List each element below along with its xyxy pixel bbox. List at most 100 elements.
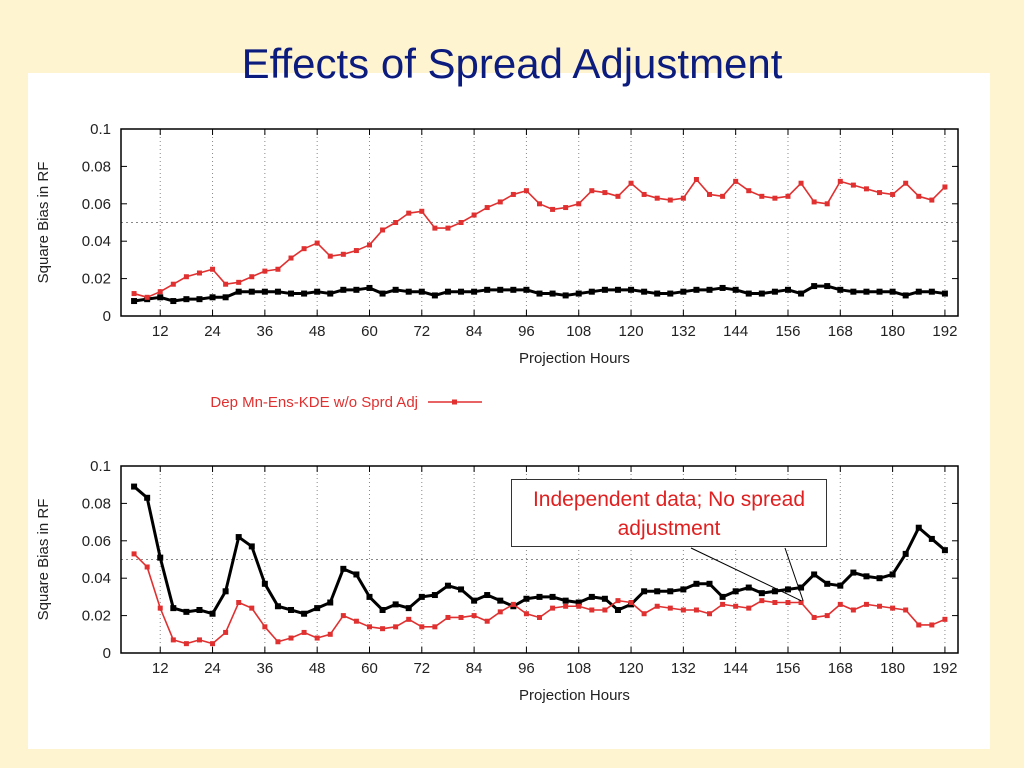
data-point: [445, 225, 451, 231]
data-point: [392, 286, 399, 293]
data-point: [484, 618, 490, 624]
data-point: [353, 248, 359, 254]
data-point: [732, 588, 739, 595]
x-tick-label: 36: [257, 323, 274, 340]
x-tick-label: 108: [566, 660, 591, 677]
data-point: [588, 288, 595, 295]
data-point: [850, 288, 857, 295]
annotation-pointer: [784, 547, 804, 601]
data-point: [458, 586, 465, 593]
data-point: [288, 635, 294, 641]
data-point: [837, 286, 844, 293]
x-tick-label: 12: [152, 323, 169, 340]
data-point: [366, 242, 372, 248]
data-point: [131, 551, 137, 557]
data-point: [274, 603, 281, 610]
data-point: [314, 635, 320, 641]
data-point: [720, 601, 726, 607]
y-tick-label: 0: [103, 645, 111, 662]
data-point: [863, 601, 869, 607]
x-tick-label: 96: [518, 323, 535, 340]
data-point: [550, 206, 556, 212]
x-tick-label: 84: [466, 323, 483, 340]
x-axis-title: Projection Hours: [519, 687, 630, 704]
y-axis-title: Square Bias in RF: [35, 162, 52, 284]
x-tick-label: 96: [518, 660, 535, 677]
data-point: [131, 298, 138, 305]
data-point: [288, 255, 294, 261]
x-tick-label: 72: [413, 660, 430, 677]
data-point: [471, 212, 477, 218]
x-tick-label: 108: [566, 323, 591, 340]
data-point: [601, 286, 608, 293]
data-point: [170, 281, 176, 287]
data-point: [235, 288, 242, 295]
data-point: [615, 193, 621, 199]
chart-panel: 12 24 36 48 60 72 84 96 108 120 132 144 156 168 180 192…: [28, 73, 990, 749]
x-tick-label: 192: [932, 660, 957, 677]
data-point: [837, 178, 843, 184]
data-point: [131, 291, 137, 297]
series-1: [131, 283, 948, 305]
x-tick-label: 156: [775, 323, 800, 340]
x-tick-label: 24: [204, 323, 221, 340]
data-point: [223, 281, 229, 287]
series-2: [131, 551, 948, 647]
data-point: [602, 607, 608, 613]
data-point: [837, 582, 844, 589]
annotation-pointer: [690, 547, 802, 602]
data-point: [628, 180, 634, 186]
data-point: [327, 631, 333, 637]
data-point: [183, 296, 190, 303]
plot-frame: [120, 465, 959, 654]
data-point: [458, 220, 464, 225]
data-point: [915, 288, 922, 295]
data-point: [497, 597, 504, 604]
data-point: [444, 288, 451, 295]
data-point: [144, 294, 150, 300]
data-point: [667, 588, 674, 595]
data-point: [274, 288, 281, 295]
data-point: [941, 547, 948, 554]
data-point: [157, 554, 164, 561]
y-tick-label: 0.08: [82, 495, 111, 512]
data-point: [784, 286, 791, 293]
data-point: [301, 629, 307, 635]
data-point: [144, 564, 150, 570]
y-tick-label: 0.06: [82, 196, 111, 213]
legend-label: Dep Mn-Ens-KDE w/o Sprd Adj: [210, 394, 418, 411]
annotation-box: Independent data; No spread adjustment: [511, 479, 827, 547]
data-point: [131, 483, 138, 490]
data-point: [536, 290, 543, 297]
x-tick-label: 48: [309, 660, 326, 677]
data-point: [393, 624, 399, 630]
data-point: [537, 201, 542, 207]
data-point: [680, 586, 687, 593]
x-tick-label: 72: [413, 323, 430, 340]
x-tick-label: 144: [723, 323, 748, 340]
data-point: [471, 613, 477, 619]
x-tick-label: 192: [932, 323, 957, 340]
data-point: [654, 603, 660, 609]
data-point: [641, 611, 647, 617]
y-tick-label: 0.02: [82, 271, 111, 288]
data-point: [693, 176, 699, 182]
data-point: [733, 178, 739, 184]
series-1: [131, 483, 948, 617]
y-tick-label: 0.1: [90, 458, 111, 475]
data-point: [183, 608, 190, 615]
data-point: [549, 290, 556, 297]
data-point: [314, 240, 320, 246]
data-point: [654, 195, 660, 201]
data-point: [170, 637, 176, 643]
data-point: [824, 283, 831, 290]
data-point: [288, 290, 295, 297]
series-line: [133, 178, 946, 299]
data-point: [405, 605, 412, 612]
data-point: [562, 597, 569, 604]
data-point: [759, 598, 765, 604]
data-point: [523, 595, 530, 602]
data-point: [929, 622, 935, 628]
data-point: [340, 565, 347, 572]
data-point: [484, 205, 490, 211]
